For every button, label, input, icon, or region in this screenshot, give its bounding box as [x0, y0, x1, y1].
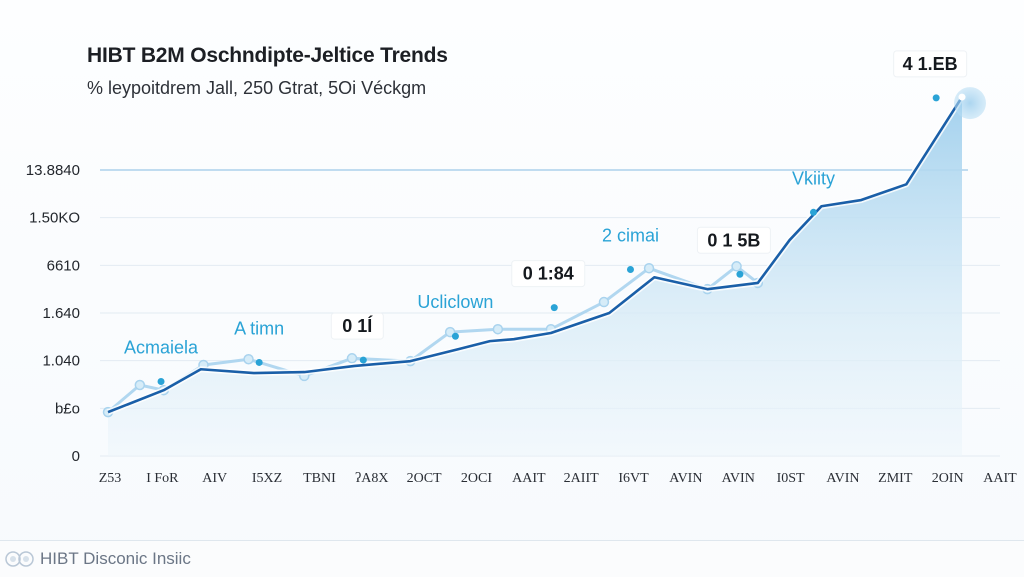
y-tick-label: 1.50KO — [29, 210, 80, 227]
x-tick-label: 2AIIT — [564, 471, 599, 486]
x-tick-label: AAIT — [983, 471, 1017, 486]
secondary-series-point — [598, 296, 610, 308]
y-tick-label: 1.040 — [42, 353, 80, 370]
annotation-label-dark: 0 1 5B — [696, 226, 771, 278]
annotation-dot — [451, 332, 459, 340]
annotation-dot — [550, 304, 558, 312]
annotation-dot — [626, 266, 634, 273]
annotation-text: 4 1.EB — [903, 54, 958, 74]
annotation-text: 0 1:84 — [523, 264, 574, 284]
x-tick-label: I6VT — [618, 471, 649, 486]
annotation-label-blue: 2 cimai — [602, 226, 659, 273]
x-tick-label: ʔA8X — [355, 471, 388, 486]
annotation-label-dark: 4 1.EB — [893, 50, 968, 102]
endpoint-marker — [958, 93, 966, 101]
y-tick-label: 6610 — [47, 257, 80, 274]
annotation-text: Ucliclown — [417, 292, 493, 312]
chart-title: HIBT B2M Oschndipte-Jeltice Trends — [87, 44, 448, 67]
annotation-label-blue: Vkiity — [792, 168, 835, 216]
secondary-series-point — [346, 353, 358, 364]
annotation-label-blue: A timn — [234, 318, 284, 366]
area-layer — [108, 97, 962, 456]
x-tick-label: AAIT — [512, 471, 546, 486]
x-tick-label: AVIN — [722, 471, 755, 486]
x-tick-label: Z53 — [99, 471, 122, 486]
x-tick-label: I5XZ — [252, 471, 282, 486]
x-tick-label: 2OIN — [932, 471, 964, 486]
y-tick-label: 0 — [72, 448, 80, 465]
annotation-text: 2 cimai — [602, 226, 659, 246]
secondary-series-point — [731, 261, 742, 272]
annotation-text: Acmaiela — [124, 338, 199, 358]
annotation-label-blue: Ucliclown — [417, 292, 493, 340]
x-tick-label: TBNI — [303, 471, 336, 486]
annotation-dot — [932, 94, 940, 102]
y-axis: 0 b£o 1.040 1.640 6610 1.50KO 13.8840 — [26, 162, 80, 465]
footer: HIBT Disconic Insiic — [0, 540, 1024, 577]
annotation-box — [511, 260, 586, 288]
area-fill — [108, 97, 962, 456]
annotation-dot — [255, 358, 263, 366]
y-tick-label: 13.8840 — [26, 162, 80, 179]
annotation-label-dark: 0 1:84 — [511, 260, 586, 312]
annotation-box — [893, 50, 968, 78]
secondary-series-point — [444, 326, 456, 338]
secondary-series-point — [492, 323, 504, 335]
secondary-series-point — [643, 262, 655, 274]
brand-logo-icon — [5, 551, 34, 567]
annotation-dot — [809, 208, 817, 216]
x-tick-label: 2OCI — [461, 471, 492, 486]
x-tick-label: AIV — [202, 471, 227, 486]
footer-brand-text: HIBT Disconic Insiic — [40, 549, 191, 568]
x-tick-label: I0ST — [777, 471, 805, 486]
annotation-text: Vkiity — [792, 168, 835, 188]
annotation-box — [330, 312, 384, 340]
annotation-label-dark: 0 1Í — [330, 312, 384, 364]
annotation-text: 0 1Í — [342, 315, 373, 336]
chart-subtitle: % leypoitdrem Jall, 250 Gtrat, 5Oi Véckg… — [87, 78, 427, 98]
x-tick-label: AVIN — [826, 471, 859, 486]
y-tick-label: b£o — [55, 400, 80, 417]
x-tick-label: ZMIT — [878, 471, 913, 486]
annotation-dot — [736, 270, 744, 278]
x-axis: Z53 I FoR AIV I5XZ TBNI ʔA8X 2OCT 2OCI AAIT 2AIIT… — [99, 471, 1017, 486]
y-tick-label: 1.640 — [42, 305, 80, 322]
secondary-series-point — [243, 353, 254, 365]
x-tick-label: I FoR — [146, 471, 179, 486]
secondary-series-point — [134, 379, 146, 391]
annotation-box — [696, 226, 771, 254]
annotation-dot — [157, 378, 165, 386]
annotation-dot — [359, 356, 367, 364]
annotation-text: 0 1 5B — [707, 230, 760, 250]
x-tick-label: AVIN — [669, 471, 702, 486]
endpoint-highlight — [954, 87, 986, 120]
annotations: Acmaiela A timn 0 1Í Ucliclown 0 1:84 2 cimai… — [124, 50, 968, 386]
annotation-text: A timn — [234, 318, 284, 338]
x-tick-label: 2OCT — [407, 471, 442, 486]
annotation-label-blue: Acmaiela — [124, 338, 199, 386]
